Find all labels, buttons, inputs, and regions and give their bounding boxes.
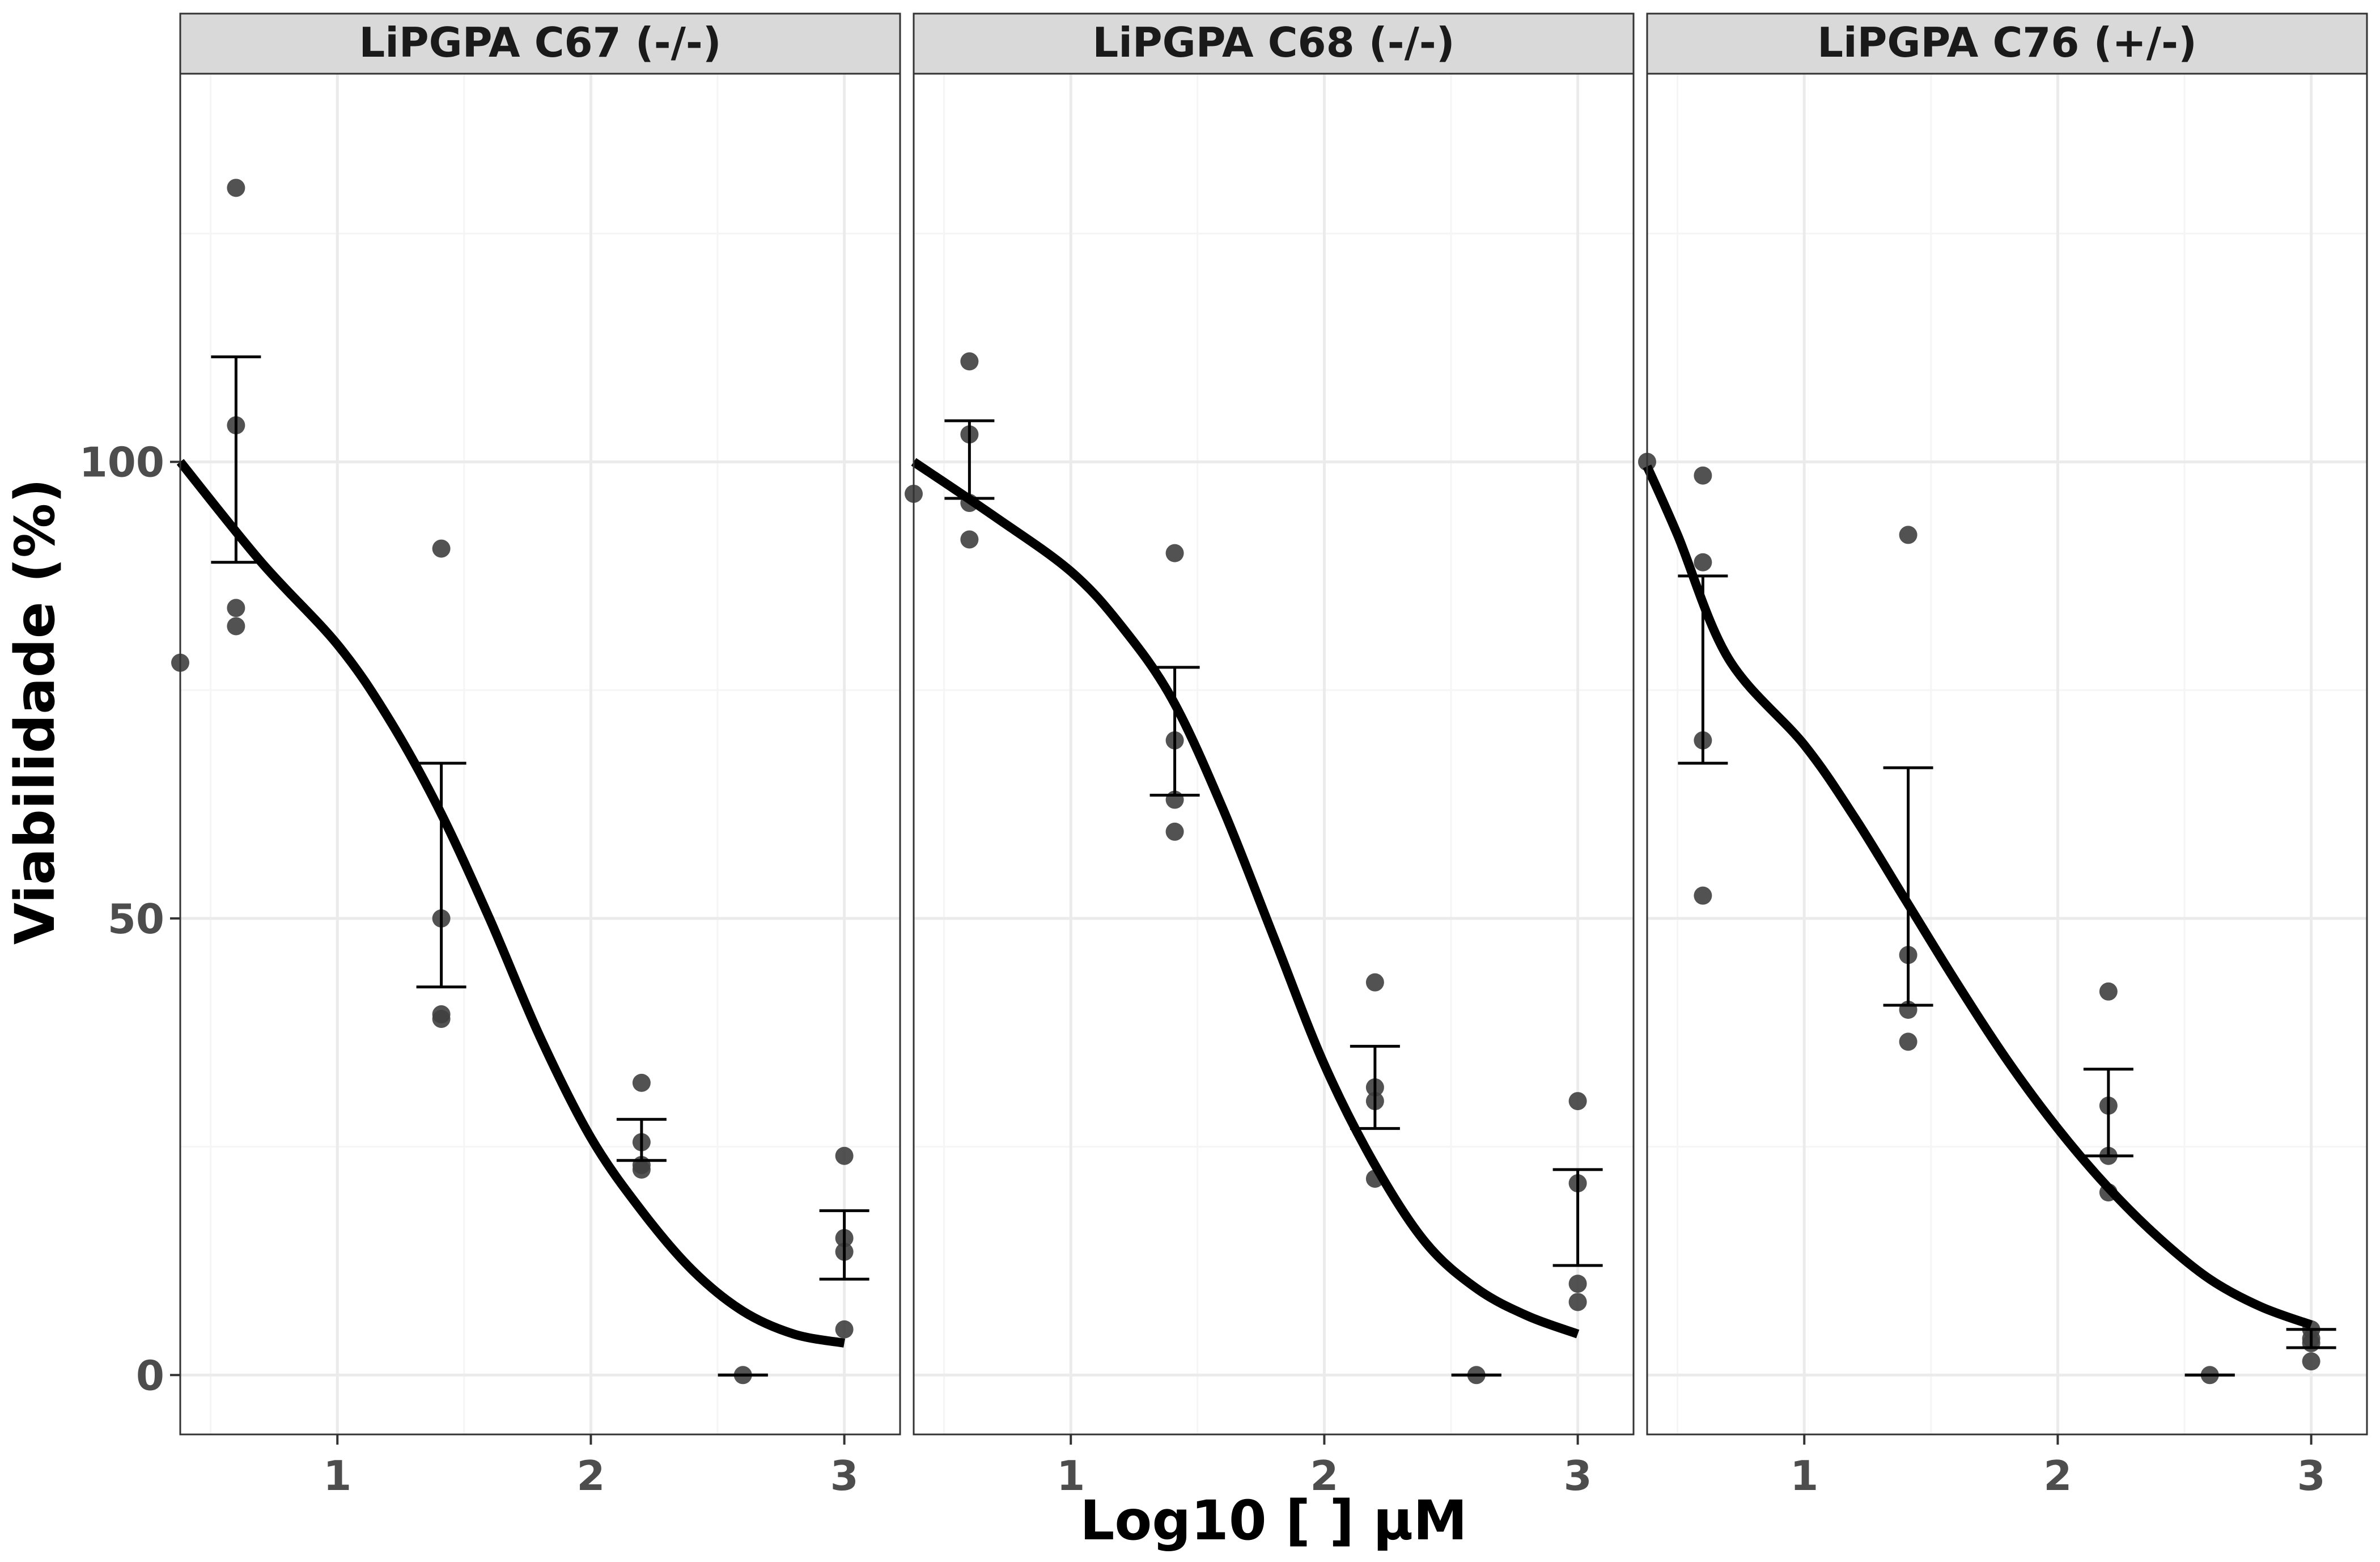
- data-point: [1694, 466, 1712, 485]
- error-bar: [616, 1117, 667, 1162]
- data-point: [1568, 1293, 1587, 1311]
- facet-panel-3: LiPGPA C76 (+/-) 1 2 3: [1638, 12, 2368, 1500]
- data-point: [227, 179, 245, 197]
- fit-curve: [911, 458, 1580, 1339]
- data-point: [1694, 886, 1712, 905]
- data-point: [227, 599, 245, 617]
- y-tick-label: 0: [136, 1352, 164, 1399]
- data-point: [835, 1320, 854, 1339]
- facet-strip: [1646, 12, 2368, 75]
- facet-strip: [913, 12, 1635, 75]
- data-point: [2099, 982, 2118, 1001]
- x-tick-label: 3: [1564, 1452, 1592, 1500]
- plot-background: [1647, 74, 2367, 1434]
- error-bar: [1149, 666, 1200, 797]
- error-bar: [1883, 766, 1933, 1007]
- data-point: [1899, 1032, 1917, 1051]
- facet-strip-label: LiPGPA C76 (+/-): [1817, 19, 2197, 66]
- facet-panel-2: LiPGPA C68 (-/-) 1 2 3: [905, 12, 1635, 1500]
- x-tick-label: 2: [576, 1452, 605, 1500]
- facet-panel-1: LiPGPA C67 (-/-) 1 2 3: [171, 12, 901, 1500]
- error-bar: [416, 761, 466, 989]
- data-point: [432, 1010, 451, 1028]
- x-tick-label: 3: [2297, 1452, 2326, 1500]
- y-axis-title: Viabilidade (%): [3, 479, 67, 945]
- x-tick-label: 1: [1057, 1452, 1085, 1500]
- data-point: [432, 539, 451, 558]
- error-bar: [2083, 1068, 2133, 1158]
- x-tick-label: 2: [2043, 1452, 2072, 1500]
- data-point: [1568, 1275, 1587, 1293]
- data-point: [1165, 544, 1184, 562]
- data-point: [632, 1160, 651, 1179]
- error-bar: [2286, 1328, 2336, 1349]
- facet-strip: [179, 12, 901, 75]
- data-point: [1899, 526, 1917, 544]
- data-point: [632, 1073, 651, 1092]
- x-tick-label: 1: [323, 1452, 351, 1500]
- y-axis: 0 50 100: [79, 439, 180, 1399]
- facet-strip-label: LiPGPA C67 (-/-): [359, 19, 721, 66]
- data-point: [835, 1146, 854, 1165]
- fit-curve: [176, 459, 846, 1348]
- data-point: [960, 530, 979, 549]
- y-tick-label: 100: [79, 439, 164, 486]
- data-point: [1694, 553, 1712, 572]
- error-bar: [1552, 1168, 1603, 1267]
- x-tick-label: 3: [830, 1452, 859, 1500]
- data-point: [1365, 973, 1384, 992]
- fit-curve: [1643, 464, 2313, 1330]
- plot-background: [914, 74, 1634, 1434]
- plot-background: [180, 74, 900, 1434]
- data-point: [960, 352, 979, 371]
- data-point: [227, 617, 245, 636]
- y-tick-label: 50: [108, 895, 164, 943]
- data-point: [1165, 822, 1184, 841]
- x-axis-title: Log10 [ ] µM: [1080, 1489, 1467, 1552]
- data-point: [1568, 1092, 1587, 1111]
- x-tick-label: 2: [1310, 1452, 1338, 1500]
- x-tick-label: 1: [1790, 1452, 1818, 1500]
- data-point: [2302, 1352, 2320, 1371]
- facet-strip-label: LiPGPA C68 (-/-): [1092, 19, 1454, 66]
- error-bar: [819, 1209, 869, 1281]
